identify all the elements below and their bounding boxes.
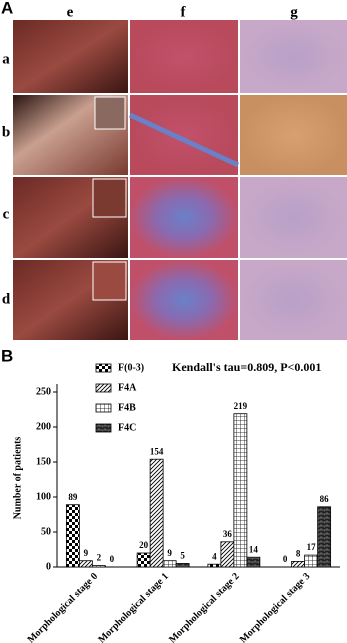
value-label: 2 [97,553,102,563]
column-label: e [67,4,74,20]
panel-label: A [1,0,13,17]
photo [130,95,238,175]
value-label: 219 [234,401,248,411]
legend-label: F4A [118,382,137,393]
bar [149,458,164,568]
photo [240,95,347,175]
value-label: 9 [167,548,172,558]
legend-swatch [95,363,112,373]
inset [92,261,127,301]
row-label: d [2,291,11,307]
photo-grid [13,20,347,340]
bar [317,506,332,568]
photo [130,177,238,258]
bar [65,504,80,568]
plot: 050100150200250F(0-3)F4AF4BF4CMorphologi… [26,362,340,643]
annotation: Kendall's tau=0.809, P<0.001 [172,360,321,374]
legend-swatch [95,423,112,433]
value-label: 0 [283,554,288,564]
value-label: 36 [223,529,233,539]
column-label: g [290,4,298,20]
bar [220,541,235,568]
x-tick-label: Morphological stage 1 [96,571,171,643]
photo [240,260,347,340]
y-tick-label: 0 [46,561,51,572]
value-label: 89 [68,492,78,502]
bar [175,563,190,568]
inset [94,96,126,130]
bar [78,560,93,568]
bar [207,563,222,568]
photo [130,260,238,340]
value-label: 86 [320,494,330,504]
value-label: 14 [249,544,259,554]
photo [240,20,347,93]
bar [304,554,319,568]
value-label: 4 [212,551,217,561]
value-label: 5 [180,551,185,561]
value-label: 0 [110,554,115,564]
y-tick-label: 50 [41,526,51,537]
bar [162,560,177,568]
legend-swatch [95,383,112,393]
bar [136,552,151,568]
x-tick-label: Morphological stage 3 [238,571,313,643]
legend-swatch [95,403,112,413]
y-tick-label: 150 [36,456,51,467]
bar [291,561,306,568]
panel-b: B Kendall's tau=0.809, P<0.001 Number of… [1,346,340,643]
panel-label: B [1,346,13,365]
photo [240,177,347,258]
value-label: 17 [307,542,317,552]
legend-label: F4C [118,422,136,433]
y-axis-label: Number of patients [12,437,23,520]
bar [91,565,106,568]
bar [233,413,248,568]
y-tick-label: 250 [36,386,51,397]
row-label: c [3,206,10,222]
inset [92,178,127,218]
photo [130,20,238,93]
photo [13,20,128,93]
row-label: b [2,124,10,140]
y-tick-label: 200 [36,421,51,432]
legend-label: F(0-3) [118,362,144,373]
row-label: a [2,51,10,67]
value-label: 9 [84,548,89,558]
value-label: 8 [296,548,301,558]
fibrosis [128,112,240,168]
x-tick-label: Morphological stage 0 [26,571,101,643]
panel-a: A e f g a b c d [1,0,347,340]
value-label: 154 [150,446,164,456]
value-label: 20 [139,540,149,550]
column-label: f [181,4,187,20]
x-tick-label: Morphological stage 2 [167,571,242,643]
bar [246,556,261,568]
legend-label: F4B [118,402,136,413]
y-tick-label: 100 [36,491,51,502]
